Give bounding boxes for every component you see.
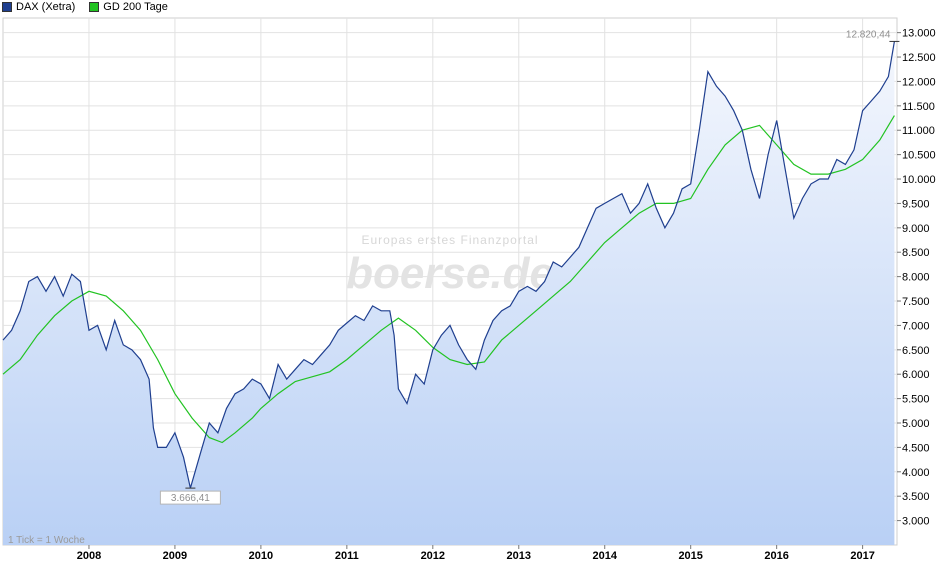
y-tick-label: 10.000 bbox=[902, 174, 936, 186]
y-tick-label: 13.000 bbox=[902, 28, 936, 40]
y-tick-label: 10.500 bbox=[902, 150, 936, 162]
x-tick-label: 2009 bbox=[163, 550, 187, 562]
legend-item-dax: DAX (Xetra) bbox=[2, 1, 75, 13]
watermark-brand: boerse.de bbox=[346, 249, 554, 298]
watermark: Europas erstes Finanzportal boerse.de bbox=[346, 233, 554, 298]
dax-area-fill bbox=[3, 41, 895, 546]
min-annotation: 3.666,41 bbox=[159, 487, 221, 505]
y-tick-label: 8.500 bbox=[902, 247, 930, 259]
y-tick-label: 3.500 bbox=[902, 491, 930, 503]
x-tick-label: 2012 bbox=[421, 550, 445, 562]
y-tick-label: 9.500 bbox=[902, 198, 930, 210]
tick-interval-note: 1 Tick = 1 Woche bbox=[8, 535, 85, 546]
x-tick-label: 2013 bbox=[507, 550, 531, 562]
legend-swatch-dax bbox=[2, 2, 12, 12]
watermark-tagline: Europas erstes Finanzportal bbox=[361, 233, 538, 247]
y-tick-label: 11.000 bbox=[902, 125, 935, 137]
min-label: 3.666,41 bbox=[171, 493, 210, 504]
y-tick-label: 6.500 bbox=[902, 345, 930, 357]
y-axis-ticks: 3.000 3.500 4.000 4.500 5.000 5.500 6.000 6.500… bbox=[897, 28, 936, 528]
x-tick-label: 2011 bbox=[335, 550, 359, 562]
y-tick-label: 5.500 bbox=[902, 394, 930, 406]
y-tick-label: 12.000 bbox=[902, 76, 936, 88]
x-tick-label: 2017 bbox=[850, 550, 874, 562]
y-tick-label: 7.500 bbox=[902, 296, 930, 308]
x-tick-label: 2016 bbox=[764, 550, 788, 562]
y-tick-label: 6.000 bbox=[902, 369, 930, 381]
legend-label-dax: DAX (Xetra) bbox=[16, 1, 76, 13]
y-tick-label: 4.000 bbox=[902, 467, 930, 479]
x-tick-label: 2015 bbox=[678, 550, 702, 562]
legend-item-gd200: GD 200 Tage bbox=[89, 1, 168, 13]
y-tick-label: 9.000 bbox=[902, 223, 930, 235]
min-label-box bbox=[159, 490, 221, 505]
y-tick-label: 7.000 bbox=[902, 320, 930, 332]
x-tick-label: 2008 bbox=[77, 550, 101, 562]
y-tick-label: 3.000 bbox=[902, 516, 930, 528]
y-tick-label: 11.500 bbox=[902, 101, 935, 113]
series-line-gd200 bbox=[2, 115, 895, 444]
x-axis-ticks: 2008 2009 2010 2011 2012 2013 2014 2015 2016 2017 bbox=[77, 545, 875, 562]
legend-label-gd200: GD 200 Tage bbox=[103, 1, 168, 13]
y-tick-label: 4.500 bbox=[902, 442, 930, 454]
y-tick-label: 8.000 bbox=[902, 272, 930, 284]
x-tick-label: 2010 bbox=[249, 550, 273, 562]
y-tick-label: 12.500 bbox=[902, 52, 936, 64]
x-tick-label: 2014 bbox=[592, 550, 617, 562]
max-label: 12.820,44 bbox=[846, 29, 891, 40]
max-annotation: 12.820,44 bbox=[846, 29, 900, 42]
legend-swatch-gd200 bbox=[89, 2, 100, 12]
y-tick-label: 5.000 bbox=[902, 418, 930, 430]
legend: DAX (Xetra) GD 200 Tage bbox=[2, 0, 182, 14]
series-line-dax bbox=[2, 41, 895, 489]
